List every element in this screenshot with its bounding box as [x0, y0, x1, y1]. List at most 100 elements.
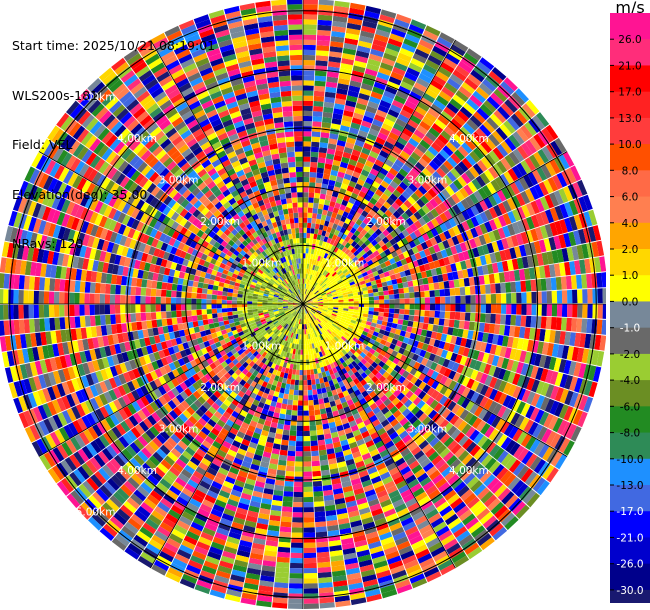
velocity-bin	[308, 302, 314, 304]
velocity-bin	[216, 371, 224, 379]
velocity-bin	[327, 283, 333, 288]
velocity-bin	[334, 202, 341, 209]
velocity-bin	[343, 194, 351, 202]
velocity-bin	[129, 457, 142, 470]
velocity-bin	[496, 356, 505, 368]
velocity-bin	[402, 378, 410, 387]
velocity-bin	[269, 458, 279, 465]
velocity-bin	[417, 454, 428, 464]
velocity-bin	[103, 481, 117, 495]
velocity-bin	[371, 284, 378, 289]
velocity-bin	[443, 318, 450, 327]
velocity-bin	[480, 304, 486, 313]
velocity-bin	[261, 320, 267, 325]
velocity-bin	[341, 276, 347, 281]
velocity-bin	[314, 290, 319, 295]
velocity-bin	[334, 218, 340, 225]
velocity-bin	[312, 270, 316, 276]
velocity-bin	[456, 465, 469, 478]
velocity-bin	[218, 522, 231, 532]
velocity-bin	[285, 318, 290, 323]
velocity-bin	[349, 281, 356, 286]
velocity-bin	[349, 127, 359, 135]
velocity-bin	[280, 408, 287, 415]
velocity-bin	[310, 327, 314, 333]
velocity-bin	[391, 338, 398, 346]
velocity-bin	[306, 313, 309, 319]
velocity-bin	[407, 478, 420, 489]
velocity-bin	[221, 343, 229, 350]
velocity-bin	[409, 393, 418, 403]
velocity-bin	[333, 329, 339, 335]
velocity-bin	[502, 335, 509, 347]
velocity-bin	[260, 318, 266, 323]
velocity-bin	[332, 258, 339, 265]
velocity-bin	[313, 259, 317, 266]
velocity-bin	[464, 77, 479, 91]
velocity-bin	[284, 335, 289, 342]
velocity-bin	[402, 104, 415, 115]
velocity-bin	[362, 521, 376, 530]
velocity-bin	[240, 352, 247, 359]
velocity-bin	[306, 289, 309, 295]
velocity-bin	[389, 304, 395, 309]
velocity-bin	[347, 17, 363, 26]
velocity-bin	[306, 289, 310, 295]
velocity-bin	[378, 312, 384, 317]
velocity-bin	[273, 587, 289, 594]
velocity-bin	[231, 329, 238, 335]
velocity-bin	[209, 546, 223, 556]
velocity-bin	[192, 382, 201, 391]
velocity-bin	[266, 328, 272, 333]
velocity-bin	[263, 340, 269, 346]
velocity-bin	[533, 459, 546, 474]
velocity-bin	[461, 220, 470, 232]
velocity-bin	[271, 339, 277, 346]
velocity-bin	[303, 176, 310, 183]
velocity-bin	[113, 491, 127, 505]
velocity-bin	[524, 351, 532, 364]
velocity-bin	[316, 278, 321, 284]
velocity-bin	[271, 448, 280, 455]
velocity-bin	[460, 489, 474, 501]
velocity-bin	[321, 350, 326, 357]
velocity-bin	[345, 27, 361, 36]
velocity-bin	[362, 339, 369, 346]
velocity-bin	[490, 179, 501, 192]
velocity-bin	[204, 435, 215, 445]
velocity-bin	[288, 331, 293, 338]
velocity-bin	[284, 317, 289, 322]
velocity-bin	[290, 309, 295, 313]
velocity-bin	[479, 124, 492, 137]
velocity-bin	[200, 531, 214, 542]
velocity-bin	[318, 147, 328, 154]
velocity-bin	[78, 431, 90, 446]
velocity-bin	[588, 365, 597, 381]
velocity-bin	[320, 408, 327, 415]
velocity-bin	[445, 351, 453, 360]
velocity-bin	[333, 307, 339, 310]
velocity-bin	[290, 557, 303, 564]
velocity-bin	[314, 254, 319, 261]
velocity-bin	[371, 224, 379, 232]
velocity-bin	[525, 202, 536, 216]
velocity-bin	[313, 353, 318, 359]
velocity-bin	[473, 405, 484, 417]
velocity-bin	[338, 363, 345, 370]
velocity-bin	[410, 151, 421, 162]
velocity-bin	[347, 90, 359, 98]
velocity-bin	[326, 375, 333, 382]
velocity-bin	[344, 248, 351, 255]
velocity-bin	[209, 445, 220, 454]
velocity-bin	[372, 419, 381, 427]
velocity-bin	[312, 281, 316, 287]
velocity-bin	[330, 278, 336, 283]
velocity-bin	[292, 311, 297, 316]
velocity-bin	[120, 504, 134, 518]
velocity-bin	[328, 61, 341, 68]
velocity-bin	[354, 166, 363, 174]
velocity-bin	[507, 371, 516, 384]
velocity-bin	[239, 334, 246, 340]
velocity-bin	[305, 258, 308, 264]
velocity-bin	[527, 421, 539, 436]
